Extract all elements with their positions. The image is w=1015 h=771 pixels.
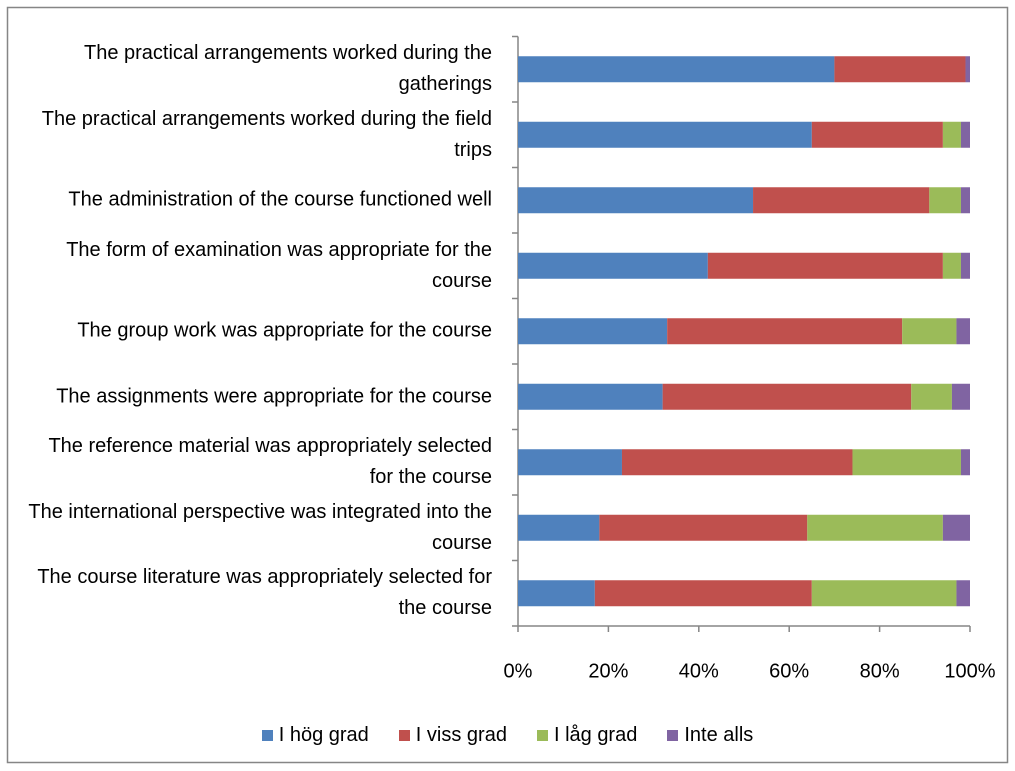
legend-item: Inte alls — [667, 724, 753, 747]
legend-label: I hög grad — [278, 724, 369, 746]
bar-segment — [707, 252, 943, 279]
bar-segment — [942, 121, 961, 148]
legend-label: I låg grad — [553, 724, 638, 746]
bar-segment — [753, 187, 930, 214]
category-label: The administration of the course functio… — [68, 188, 492, 211]
bar-segment — [599, 514, 808, 541]
legend-swatch — [261, 730, 273, 741]
category-label: The reference material was appropriately… — [48, 435, 492, 489]
bar-segment — [518, 514, 600, 541]
bar-segment — [956, 318, 970, 345]
bar-segment — [518, 449, 622, 476]
bar-segment — [621, 449, 853, 476]
bar-segment — [960, 252, 970, 279]
legend-item: I låg grad — [536, 724, 638, 747]
category-label: The form of examination was appropriate … — [66, 238, 492, 292]
bar-segment — [834, 56, 966, 83]
bar-segment — [811, 121, 943, 148]
frame — [6, 6, 1009, 764]
bar-segment — [518, 56, 835, 83]
category-label: The international perspective was integr… — [28, 500, 492, 554]
legend-label: Inte alls — [684, 724, 754, 746]
bar-segment — [951, 383, 970, 410]
bar-segment — [942, 514, 970, 541]
x-tick-label: 100% — [944, 660, 995, 682]
bar-segment — [518, 580, 595, 607]
legend-item: I viss grad — [398, 724, 507, 747]
bar-segment — [518, 318, 668, 345]
legend-swatch — [536, 730, 548, 741]
category-label: The assignments were appropriate for the… — [56, 385, 492, 408]
legend: I hög grad I viss grad I låg grad Inte alls — [0, 724, 1015, 747]
x-tick-label: 40% — [679, 660, 719, 682]
bar-segment — [965, 56, 970, 83]
bar-segment — [518, 121, 812, 148]
x-tick-label: 20% — [588, 660, 628, 682]
x-tick-label: 80% — [860, 660, 900, 682]
bar-segment — [929, 187, 961, 214]
legend-swatch — [398, 730, 410, 741]
x-tick-label: 60% — [769, 660, 809, 682]
bar-segment — [960, 187, 970, 214]
category-label: The practical arrangements worked during… — [41, 107, 492, 161]
bar-segment — [594, 580, 812, 607]
bar-segment — [811, 580, 957, 607]
legend-swatch — [667, 730, 679, 741]
legend-item: I hög grad — [261, 724, 369, 747]
bar-segment — [518, 187, 754, 214]
bar-segment — [911, 383, 952, 410]
legend-label: I viss grad — [415, 724, 507, 746]
bar-segment — [518, 383, 663, 410]
bar-segment — [902, 318, 957, 345]
bar-segment — [942, 252, 961, 279]
x-tick-label: 0% — [504, 660, 533, 682]
bar-segment — [852, 449, 961, 476]
category-label: The group work was appropriate for the c… — [77, 319, 492, 342]
category-label: The course literature was appropriately … — [37, 566, 492, 620]
bar-segment — [807, 514, 943, 541]
bar-segment — [960, 121, 970, 148]
bar-segment — [956, 580, 970, 607]
category-label: The practical arrangements worked during… — [84, 42, 492, 96]
bar-segment — [518, 252, 708, 279]
bar-segment — [667, 318, 903, 345]
bar-segment — [662, 383, 912, 410]
bar-segment — [960, 449, 970, 476]
